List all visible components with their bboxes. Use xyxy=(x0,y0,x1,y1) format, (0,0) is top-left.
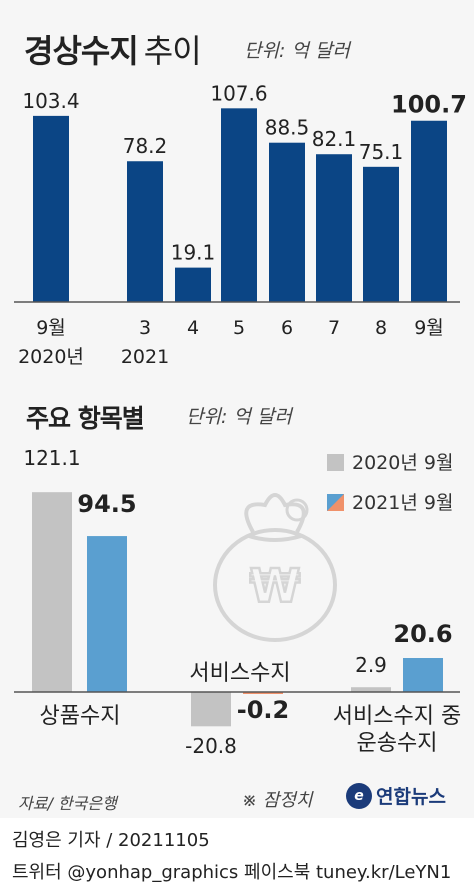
category-label-4: 6 xyxy=(281,317,293,339)
value-label-s1-g1: -0.2 xyxy=(237,696,289,724)
bar-5 xyxy=(316,154,352,302)
bar-s0-g1 xyxy=(191,692,231,727)
value-label-1: 78.2 xyxy=(123,134,168,158)
value-label-0: 103.4 xyxy=(22,89,79,113)
legend-swatch-neg-1 xyxy=(327,494,344,511)
logo-text: 연합뉴스 xyxy=(376,786,446,808)
value-label-3: 107.6 xyxy=(210,81,267,105)
value-label-2: 19.1 xyxy=(171,241,216,265)
value-label-s0-g1: -20.8 xyxy=(185,734,237,758)
category-label-2: 서비스수지 중 xyxy=(333,704,461,729)
bar-s1-g0 xyxy=(87,536,127,692)
bar-2 xyxy=(175,267,211,302)
title-light: 추이 xyxy=(143,32,202,70)
category-label-5: 7 xyxy=(328,317,340,339)
category-label-0: 2020년 xyxy=(18,346,84,368)
category-label-1: 서비스수지 xyxy=(189,661,290,686)
source-label: 자료/ 한국은행 xyxy=(18,794,117,813)
category-label-2: 4 xyxy=(187,317,199,339)
section-title: 주요 항목별 xyxy=(26,404,145,433)
category-label-6: 8 xyxy=(375,317,387,339)
category-label-0: 9월 xyxy=(36,317,66,339)
items-chart: ₩ 121.1 -20.8 2.9 94.5 -0.2 20.6 상품수지 서비스수지서비스수… xyxy=(14,446,461,758)
category-label-7: 9월 xyxy=(414,317,444,339)
unit-label: 단위: 억 달러 xyxy=(244,40,350,62)
bar-s0-g0 xyxy=(32,492,72,692)
section-unit-label: 단위: 억 달러 xyxy=(186,406,292,428)
bar-3 xyxy=(221,108,257,302)
value-label-6: 75.1 xyxy=(359,140,404,164)
bar-7 xyxy=(411,120,447,302)
legend-label-1: 2021년 9월 xyxy=(352,492,453,514)
value-label-5: 82.1 xyxy=(312,127,357,151)
category-label-2: 운송수지 xyxy=(357,731,438,756)
bar-4 xyxy=(269,142,305,302)
social-links: 트위터 @yonhap_graphics 페이스북 tuney.kr/LeYN1 xyxy=(12,862,452,883)
bar-s1-g1 xyxy=(243,692,283,694)
bar-0 xyxy=(33,115,69,302)
category-label-1: 2021 xyxy=(121,346,169,368)
title-bold: 경상수지 xyxy=(24,32,139,70)
value-label-s0-g2: 2.9 xyxy=(355,653,387,677)
category-label-0: 상품수지 xyxy=(40,704,121,729)
money-bag-icon: ₩ xyxy=(213,493,337,642)
chart-title: 경상수지 추이 xyxy=(24,26,202,72)
legend-label-0: 2020년 9월 xyxy=(352,452,453,474)
value-label-s1-g0: 94.5 xyxy=(77,490,136,518)
svg-text:₩: ₩ xyxy=(250,559,301,613)
current-account-chart: 103.4 9월 2020년 78.2 3 2021 19.1 4 107.6 5 88.5 6 82.… xyxy=(14,81,467,368)
yonhap-logo: e 연합뉴스 xyxy=(346,782,446,809)
legend-swatch-0 xyxy=(327,454,344,471)
logo-mark-icon: e xyxy=(346,782,372,809)
value-label-s0-g0: 121.1 xyxy=(23,446,80,470)
category-label-1: 3 xyxy=(139,317,151,339)
bar-s1-g2 xyxy=(403,658,443,692)
provisional-note: ※ 잠정치 xyxy=(242,790,313,811)
category-label-3: 5 xyxy=(233,317,245,339)
bar-6 xyxy=(363,166,399,302)
value-label-4: 88.5 xyxy=(265,116,310,140)
value-label-s1-g2: 20.6 xyxy=(393,620,452,648)
reporter-credit: 김영은 기자 / 20211105 xyxy=(12,830,210,851)
value-label-7: 100.7 xyxy=(391,91,467,119)
bar-1 xyxy=(127,161,163,302)
bar-s0-g2 xyxy=(351,687,391,692)
